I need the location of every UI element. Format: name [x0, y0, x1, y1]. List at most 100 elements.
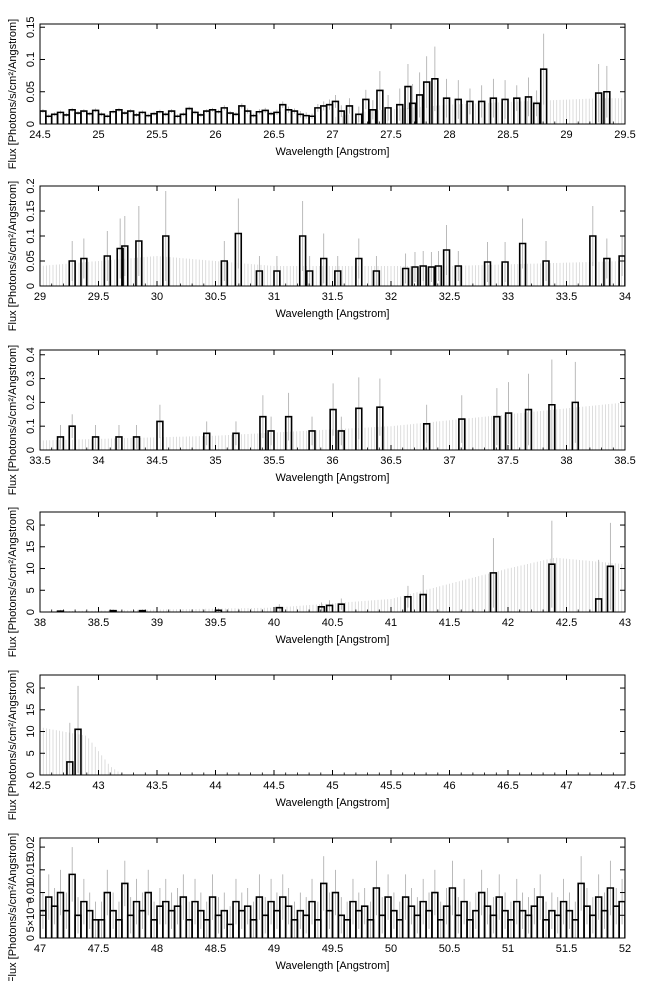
data-bin [404, 595, 412, 612]
data-bin [135, 240, 143, 286]
x-tick-label: 47 [34, 943, 46, 955]
data-bin [532, 102, 541, 124]
data-bin [489, 572, 498, 612]
data-bin [74, 728, 82, 775]
x-tick-label: 48.5 [205, 943, 226, 955]
y-tick-label: 0.2 [25, 395, 37, 410]
data-bin [273, 270, 281, 286]
data-bin [603, 90, 611, 124]
x-tick-label: 38 [34, 617, 46, 629]
data-bin [618, 900, 625, 938]
x-tick-label: 40 [268, 617, 280, 629]
y-tick-label: 0.4 [25, 347, 37, 362]
data-bin [91, 109, 100, 124]
data-bin [116, 247, 124, 286]
y-tick-label: 0 [25, 121, 37, 127]
x-tick-label: 37 [443, 455, 455, 467]
x-tick-label: 31.5 [322, 291, 343, 303]
data-bin [103, 255, 111, 286]
x-tick-label: 34 [92, 455, 104, 467]
data-bin [404, 85, 412, 124]
data-bin [448, 887, 457, 938]
data-bin [442, 249, 451, 286]
data-bin [238, 105, 246, 124]
y-axis-label: Flux [Photons/s/cm²/Angstrom] [7, 181, 19, 331]
data-bin [594, 92, 603, 124]
data-bin [208, 109, 217, 124]
x-tick-label: 34.5 [146, 455, 167, 467]
x-tick-label: 35.5 [263, 455, 284, 467]
x-tick-label: 48 [151, 943, 163, 955]
y-axis-label: Flux [Photons/s/cm²/Angstrom] [7, 833, 19, 981]
x-tick-label: 26.5 [263, 129, 284, 141]
y-tick-label: 0.2 [25, 178, 37, 193]
data-bin [524, 408, 533, 450]
data-bin [422, 81, 431, 124]
chart-panel-3: 33.5 34 34.5 35 35.5 36 36.5 37 37.5 38 38.5 0 0.1 0.… [7, 345, 636, 495]
y-tick-label: 0 [25, 447, 37, 453]
x-tick-label: 36.5 [380, 455, 401, 467]
x-tick-label: 47 [560, 780, 572, 792]
y-tick-label: 15 [25, 541, 37, 553]
y-axis-label: Flux [Photons/s/cm²/Angstrom] [7, 670, 19, 820]
data-bin [68, 260, 76, 286]
data-bin [337, 603, 345, 612]
data-bin [144, 891, 152, 938]
data-bin [434, 265, 443, 286]
x-tick-label: 29 [560, 129, 572, 141]
y-tick-label: 0.05 [25, 250, 37, 271]
data-bin [317, 605, 326, 612]
x-tick-label: 35 [209, 455, 221, 467]
chart-panel-1: 24.5 25 25.5 26 26.5 27 27.5 28 28.5 29 29.5 0 0.05 0… [7, 17, 636, 170]
data-bin [422, 423, 431, 450]
data-bin [362, 98, 370, 124]
x-tick-label: 49.5 [322, 943, 343, 955]
x-tick-label: 44 [209, 780, 221, 792]
data-bin [539, 68, 548, 124]
x-tick-label: 49 [268, 943, 280, 955]
y-tick-label: 0.3 [25, 371, 37, 386]
x-tick-label: 29.5 [614, 129, 635, 141]
y-tick-label: 5×10⁻³ [25, 898, 37, 933]
data-bin [255, 270, 264, 286]
y-tick-label: 5 [25, 587, 37, 593]
data-bin [345, 105, 354, 124]
data-bin [518, 242, 527, 286]
x-tick-label: 29 [34, 291, 46, 303]
data-bin [372, 270, 381, 286]
plot-area-6 [40, 847, 625, 938]
chart-panel-6: 47 47.5 48 48.5 49 49.5 50 50.5 51 51.5 5205×10⁻³0… [7, 833, 631, 981]
x-tick-label: 33 [502, 291, 514, 303]
data-bin [542, 260, 550, 286]
data-bin [298, 235, 307, 286]
plot-area-2 [40, 191, 625, 286]
x-tick-label: 31 [268, 291, 280, 303]
x-tick-label: 51.5 [556, 943, 577, 955]
data-bin [329, 408, 337, 450]
data-bin [493, 415, 501, 450]
x-tick-label: 46.5 [497, 780, 518, 792]
x-axis-label: Wavelength [Angstrom] [276, 472, 390, 484]
x-tick-label: 28 [443, 129, 455, 141]
data-bin [121, 882, 129, 938]
y-tick-label: 0.01 [25, 882, 37, 903]
x-tick-label: 33.5 [556, 291, 577, 303]
x-axis-label: Wavelength [Angstrom] [276, 308, 390, 320]
model-envelope [40, 402, 623, 450]
data-bin [234, 232, 243, 286]
x-tick-label: 47.5 [88, 943, 109, 955]
data-bin [376, 89, 384, 124]
data-bin [401, 267, 410, 286]
x-tick-label: 43 [92, 780, 104, 792]
x-tick-label: 47.5 [614, 780, 635, 792]
x-tick-label: 40.5 [322, 617, 343, 629]
data-bin [115, 109, 123, 124]
data-bin [504, 412, 513, 450]
data-bin [419, 593, 427, 612]
y-tick-label: 10 [25, 725, 37, 737]
x-tick-label: 28.5 [497, 129, 518, 141]
data-bin [501, 261, 509, 286]
data-bin [305, 270, 314, 286]
data-bin [68, 425, 76, 450]
